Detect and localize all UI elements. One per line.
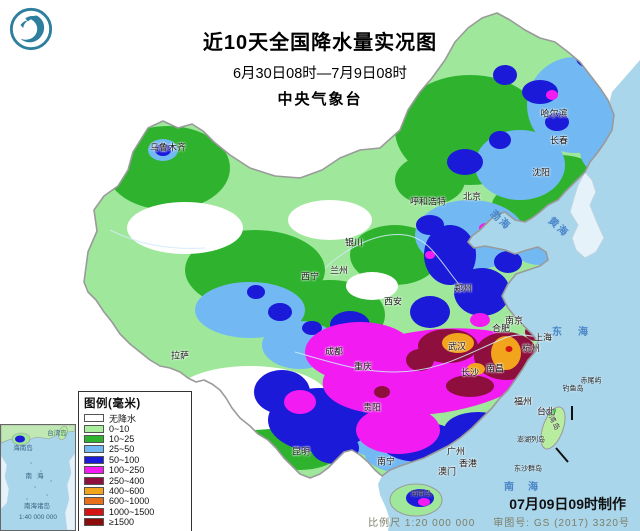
city-label: 杭州	[521, 343, 541, 354]
approval-number: 审图号: GS (2017) 3320号	[493, 518, 630, 529]
legend-swatch	[84, 424, 104, 433]
legend-swatch	[84, 445, 104, 454]
city-label: 广州	[446, 446, 466, 457]
city-label: 南宁	[376, 456, 396, 467]
city-label: 南京	[504, 315, 524, 326]
legend-title: 图例(毫米)	[84, 398, 141, 410]
inset-label: 南海诸岛	[24, 502, 50, 510]
legend-item: 10~25	[84, 434, 186, 444]
legend-item-label: 400~600	[109, 485, 145, 496]
island-label: 东沙群岛	[514, 465, 542, 473]
city-label: 沈阳	[531, 167, 551, 178]
city-label: 重庆	[353, 361, 373, 372]
city-label: 昆明	[291, 446, 311, 457]
river-lines	[109, 229, 546, 373]
city-label: 福州	[513, 396, 533, 407]
city-label: 澳门	[437, 466, 457, 477]
city-label: 西安	[383, 296, 403, 307]
legend-swatch	[84, 497, 104, 506]
inset-label: 海南岛	[13, 444, 33, 452]
island-label: 钓鱼岛	[562, 385, 584, 393]
legend-item-label: 250~400	[109, 475, 145, 486]
legend-swatch	[84, 455, 104, 464]
city-label: 西宁	[300, 271, 320, 282]
legend-item: 50~100	[84, 455, 186, 465]
island-label: 赤尾屿	[580, 377, 602, 385]
legend-swatch	[84, 434, 104, 443]
map-scale: 比例尺 1:20 000 000	[368, 518, 476, 529]
korea-peninsula	[569, 171, 605, 259]
sea-label: 东海	[552, 327, 604, 338]
city-label: 贵阳	[362, 402, 382, 413]
legend-item-label: ≥1500	[109, 517, 134, 528]
legend-item: 100~250	[84, 465, 186, 475]
legend-item-label: 1000~1500	[109, 506, 155, 517]
inset-label: 南海	[25, 472, 49, 480]
island-label: 海南岛	[410, 490, 432, 498]
city-label: 郑州	[453, 283, 473, 294]
legend-item: 600~1000	[84, 496, 186, 506]
city-label: 香港	[458, 458, 478, 469]
legend-item-label: 10~25	[109, 433, 135, 444]
legend-items: 无降水 0~10 10~25 25~50 50~100 100~250 250~400 400…	[84, 413, 186, 527]
city-label: 成都	[324, 346, 344, 357]
city-label: 兰州	[329, 265, 349, 276]
city-label: 乌鲁木齐	[149, 142, 187, 153]
legend-item-label: 25~50	[109, 444, 135, 455]
sea-area	[378, 60, 640, 531]
city-label: 哈尔滨	[540, 108, 568, 119]
south-china-sea-inset: 台湾岛海南岛南海南海诸岛 1:40 000 000	[0, 424, 76, 531]
island-label: 澎湖列岛	[517, 436, 545, 444]
inset-coastline	[1, 425, 75, 530]
legend-item: 0~10	[84, 423, 186, 434]
city-label: 上海	[533, 332, 553, 343]
city-label: 合肥	[491, 323, 511, 334]
map-scale-line: 比例尺 1:20 000 000 审图号: GS (2017) 3320号	[368, 514, 630, 529]
city-label: 北京	[462, 191, 482, 202]
cma-meteo-swirl-icon	[9, 7, 53, 51]
city-label: 呼和浩特	[409, 196, 447, 207]
legend-item-label: 0~10	[109, 423, 130, 434]
legend-item: 1000~1500	[84, 507, 186, 517]
boundary-tick-marks	[555, 406, 573, 463]
legend-swatch	[84, 486, 104, 495]
legend-swatch	[84, 466, 104, 475]
legend-item-label: 600~1000	[109, 496, 150, 507]
made-at-timestamp: 07月09日09时制作	[509, 496, 626, 512]
legend-item-label: 50~100	[109, 454, 140, 465]
inset-label: 台湾岛	[47, 429, 67, 437]
sea-label: 南海	[504, 482, 552, 493]
legend-item-label: 100~250	[109, 465, 145, 476]
legend-swatch	[84, 507, 104, 516]
city-label: 拉萨	[170, 350, 190, 361]
legend-swatch	[84, 476, 104, 485]
inset-label: 1:40 000 000	[19, 513, 57, 521]
city-label: 武汉	[447, 341, 467, 352]
legend-item: ≥1500	[84, 517, 186, 527]
legend-item-label: 无降水	[109, 413, 137, 424]
city-label: 台北	[536, 406, 556, 417]
legend-item: 250~400	[84, 475, 186, 486]
legend-swatch	[84, 414, 104, 423]
city-label: 长沙	[460, 367, 480, 378]
legend-item: 25~50	[84, 444, 186, 454]
legend-box: 图例(毫米) 无降水 0~10 10~25 25~50 50~100 100~250 250…	[78, 391, 192, 531]
national-border	[83, 12, 615, 517]
legend-swatch	[84, 518, 104, 527]
city-label: 南昌	[485, 363, 505, 374]
legend-item: 无降水	[84, 413, 186, 424]
legend-item: 400~600	[84, 486, 186, 496]
city-label: 长春	[549, 135, 569, 146]
city-label: 银川	[344, 237, 364, 248]
